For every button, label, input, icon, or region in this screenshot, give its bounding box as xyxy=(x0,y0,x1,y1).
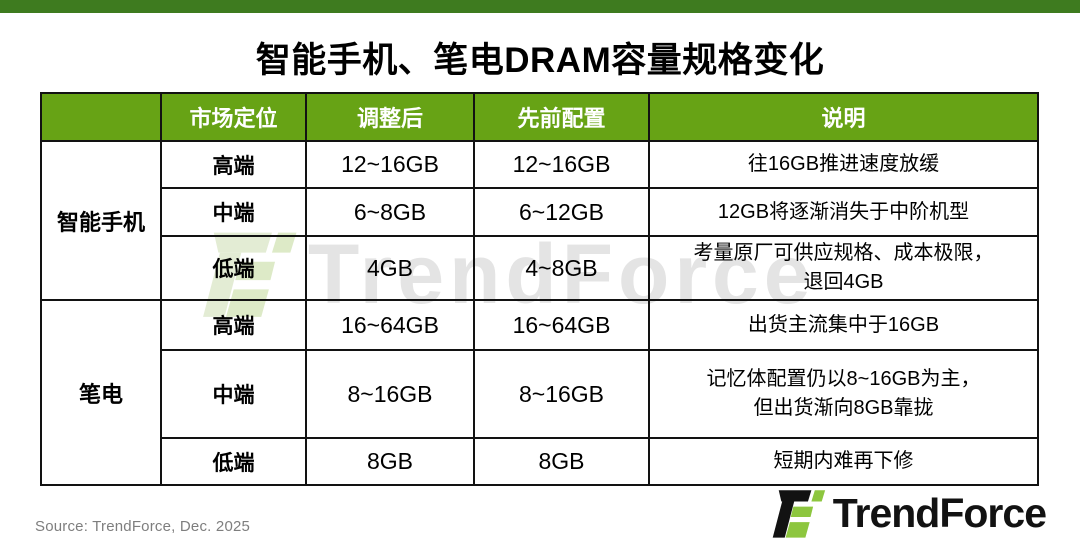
adjusted-cell: 16~64GB xyxy=(305,299,475,351)
table-header-corner xyxy=(40,92,162,142)
table-header-adjusted: 调整后 xyxy=(305,92,475,142)
adjusted-cell: 12~16GB xyxy=(305,140,475,189)
page-title: 智能手机、笔电DRAM容量规格变化 xyxy=(255,41,825,80)
previous-cell: 16~64GB xyxy=(473,299,650,351)
previous-cell: 4~8GB xyxy=(473,235,650,301)
note-cell: 往16GB推进速度放缓 xyxy=(648,140,1039,189)
adjusted-cell: 6~8GB xyxy=(305,187,475,237)
source-note: Source: TrendForce, Dec. 2025 xyxy=(35,518,251,535)
table-header-note: 说明 xyxy=(648,92,1039,142)
note-cell: 短期内难再下修 xyxy=(648,437,1039,486)
tier-cell: 中端 xyxy=(160,349,307,439)
previous-cell: 12~16GB xyxy=(473,140,650,189)
adjusted-cell: 8GB xyxy=(305,437,475,486)
tier-cell: 低端 xyxy=(160,437,307,486)
group-label-notebook: 笔电 xyxy=(40,299,162,486)
dram-spec-table: 市场定位 调整后 先前配置 说明 智能手机 高端 12~16GB 12~16GB… xyxy=(40,92,1039,486)
tier-cell: 中端 xyxy=(160,187,307,237)
previous-cell: 8~16GB xyxy=(473,349,650,439)
note-cell: 记忆体配置仍以8~16GB为主， 但出货渐向8GB靠拢 xyxy=(648,349,1039,439)
tier-cell: 低端 xyxy=(160,235,307,301)
table-row: 低端 8GB 8GB 短期内难再下修 xyxy=(41,437,1039,486)
group-label-smartphone: 智能手机 xyxy=(40,140,162,301)
table-header-previous: 先前配置 xyxy=(473,92,650,142)
trendforce-logo-text: TrendForce xyxy=(832,490,1047,536)
trendforce-logo-icon xyxy=(772,490,825,538)
table-row: 中端 8~16GB 8~16GB 记忆体配置仍以8~16GB为主， 但出货渐向8… xyxy=(41,349,1039,439)
tier-cell: 高端 xyxy=(160,299,307,351)
tier-cell: 高端 xyxy=(160,140,307,189)
adjusted-cell: 4GB xyxy=(305,235,475,301)
table-header-market-position: 市场定位 xyxy=(160,92,307,142)
previous-cell: 8GB xyxy=(473,437,650,486)
trendforce-logo: TrendForce xyxy=(771,487,1047,540)
note-cell: 出货主流集中于16GB xyxy=(648,299,1039,351)
table-row: 笔电 高端 16~64GB 16~64GB 出货主流集中于16GB xyxy=(40,299,1039,486)
note-cell: 12GB将逐渐消失于中阶机型 xyxy=(648,187,1039,237)
table-row: 低端 4GB 4~8GB 考量原厂可供应规格、成本极限， 退回4GB xyxy=(41,235,1039,301)
table-row: 中端 6~8GB 6~12GB 12GB将逐渐消失于中阶机型 xyxy=(41,187,1039,237)
note-cell: 考量原厂可供应规格、成本极限， 退回4GB xyxy=(648,235,1039,301)
table-header-row: 市场定位 调整后 先前配置 说明 xyxy=(40,92,1039,142)
table-row: 智能手机 高端 12~16GB 12~16GB 往16GB推进速度放缓 xyxy=(40,140,1039,301)
adjusted-cell: 8~16GB xyxy=(305,349,475,439)
previous-cell: 6~12GB xyxy=(473,187,650,237)
top-accent-bar xyxy=(0,0,1080,13)
